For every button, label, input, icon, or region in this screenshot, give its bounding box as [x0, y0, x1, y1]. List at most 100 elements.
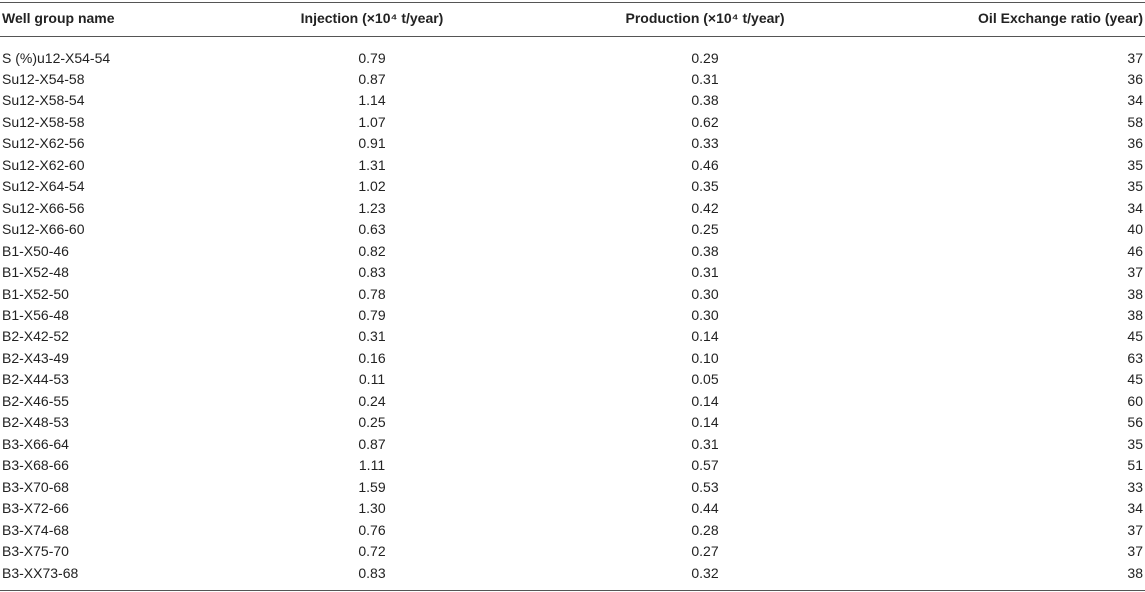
table-cell: 34: [1127, 92, 1143, 109]
table-cell: 36: [1127, 135, 1143, 152]
table-cell: B2-X48-53: [2, 414, 69, 431]
table-cell: 0.29: [691, 49, 719, 66]
table-cell: 35: [1127, 178, 1143, 195]
table-cell: 37: [1127, 543, 1143, 560]
table-cell: B3-X72-66: [2, 500, 69, 517]
table-cell: 0.53: [691, 478, 719, 495]
table-cell: B3-X70-68: [2, 478, 69, 495]
table-cell: 0.30: [691, 307, 719, 324]
table-cell: 1.30: [358, 500, 386, 517]
bottom-rule: [0, 590, 1145, 591]
table-cell: B2-X46-55: [2, 392, 69, 409]
table-cell: 33: [1127, 478, 1143, 495]
table-cell: Su12-X58-58: [2, 113, 85, 130]
table-cell: 1.07: [358, 113, 386, 130]
table-cell: 58: [1127, 113, 1143, 130]
header-cell: Injection (×10⁴ t/year): [300, 10, 444, 26]
table-cell: 0.79: [358, 307, 386, 324]
table-cell: 38: [1127, 307, 1143, 324]
table-cell: 0.35: [691, 178, 719, 195]
table-cell: 1.14: [358, 92, 386, 109]
table-cell: 0.38: [691, 242, 719, 259]
table-cell: 45: [1127, 328, 1143, 345]
table-cell: 35: [1127, 435, 1143, 452]
table-cell: 0.14: [691, 414, 719, 431]
table-cell: 0.38: [691, 92, 719, 109]
table-cell: 0.87: [358, 70, 386, 87]
table-cell: 0.32: [691, 564, 719, 581]
top-rule: [0, 2, 1145, 3]
table-cell: 35: [1127, 156, 1143, 173]
table-cell: 36: [1127, 70, 1143, 87]
header-rule: [0, 36, 1145, 37]
table-cell: 1.11: [358, 457, 386, 474]
header-cell: Production (×10⁴ t/year): [625, 10, 785, 26]
table-cell: S (%)u12-X54-54: [2, 49, 111, 66]
table-cell: 60: [1127, 392, 1143, 409]
table-cell: 0.24: [358, 392, 386, 409]
table-cell: B3-X66-64: [2, 435, 69, 452]
table-cell: 0.42: [691, 199, 719, 216]
table-cell: B2-X44-53: [2, 371, 69, 388]
table-cell: 0.14: [691, 392, 719, 409]
table-cell: B2-X43-49: [2, 349, 69, 366]
table-cell: 0.31: [691, 264, 719, 281]
table-cell: 0.63: [358, 221, 386, 238]
table-cell: 1.23: [358, 199, 386, 216]
header-cell: Well group name: [2, 10, 115, 26]
table-cell: 0.16: [358, 349, 386, 366]
table-cell: B3-X75-70: [2, 543, 69, 560]
table-cell: 0.91: [358, 135, 386, 152]
table-cell: 1.02: [358, 178, 386, 195]
table-cell: 0.25: [691, 221, 719, 238]
table-cell: 0.83: [358, 264, 386, 281]
table-cell: 1.31: [358, 156, 386, 173]
table-cell: 1.59: [358, 478, 386, 495]
table-cell: 34: [1127, 500, 1143, 517]
table-cell: Su12-X64-54: [2, 178, 85, 195]
table-cell: 0.11: [358, 371, 386, 388]
table-cell: B2-X42-52: [2, 328, 69, 345]
table-cell: 0.28: [691, 521, 719, 538]
table-cell: 0.79: [358, 49, 386, 66]
table-cell: B1-X52-50: [2, 285, 69, 302]
table-cell: 0.31: [691, 435, 719, 452]
table-cell: 0.57: [691, 457, 719, 474]
table-cell: 38: [1127, 564, 1143, 581]
table-cell: 40: [1127, 221, 1143, 238]
table-cell: 0.05: [691, 371, 719, 388]
table-cell: B3-X74-68: [2, 521, 69, 538]
table-cell: 0.10: [691, 349, 719, 366]
table-cell: 0.72: [358, 543, 386, 560]
table-cell: 46: [1127, 242, 1143, 259]
header-cell: Oil Exchange ratio (year): [978, 10, 1143, 26]
table-cell: 37: [1127, 264, 1143, 281]
table-cell: Su12-X62-60: [2, 156, 85, 173]
table-cell: 34: [1127, 199, 1143, 216]
table-cell: 0.87: [358, 435, 386, 452]
table-cell: 37: [1127, 521, 1143, 538]
table-cell: 0.33: [691, 135, 719, 152]
table-cell: 0.78: [358, 285, 386, 302]
table-cell: B1-X50-46: [2, 242, 69, 259]
table-cell: 38: [1127, 285, 1143, 302]
table-cell: Su12-X58-54: [2, 92, 85, 109]
table-cell: Su12-X62-56: [2, 135, 85, 152]
table-cell: 0.76: [358, 521, 386, 538]
table-cell: 0.31: [358, 328, 386, 345]
table-cell: Su12-X66-60: [2, 221, 85, 238]
table-cell: 0.82: [358, 242, 386, 259]
table-cell: 63: [1127, 349, 1143, 366]
table-cell: B1-X56-48: [2, 307, 69, 324]
table-cell: 0.27: [691, 543, 719, 560]
table-cell: 0.25: [358, 414, 386, 431]
table-cell: 0.31: [691, 70, 719, 87]
table-cell: 56: [1127, 414, 1143, 431]
table-cell: 51: [1127, 457, 1143, 474]
table-cell: B3-XX73-68: [2, 564, 79, 581]
table-cell: Su12-X54-58: [2, 70, 85, 87]
table-cell: 0.62: [691, 113, 719, 130]
table-cell: Su12-X66-56: [2, 199, 85, 216]
table-cell: 45: [1127, 371, 1143, 388]
